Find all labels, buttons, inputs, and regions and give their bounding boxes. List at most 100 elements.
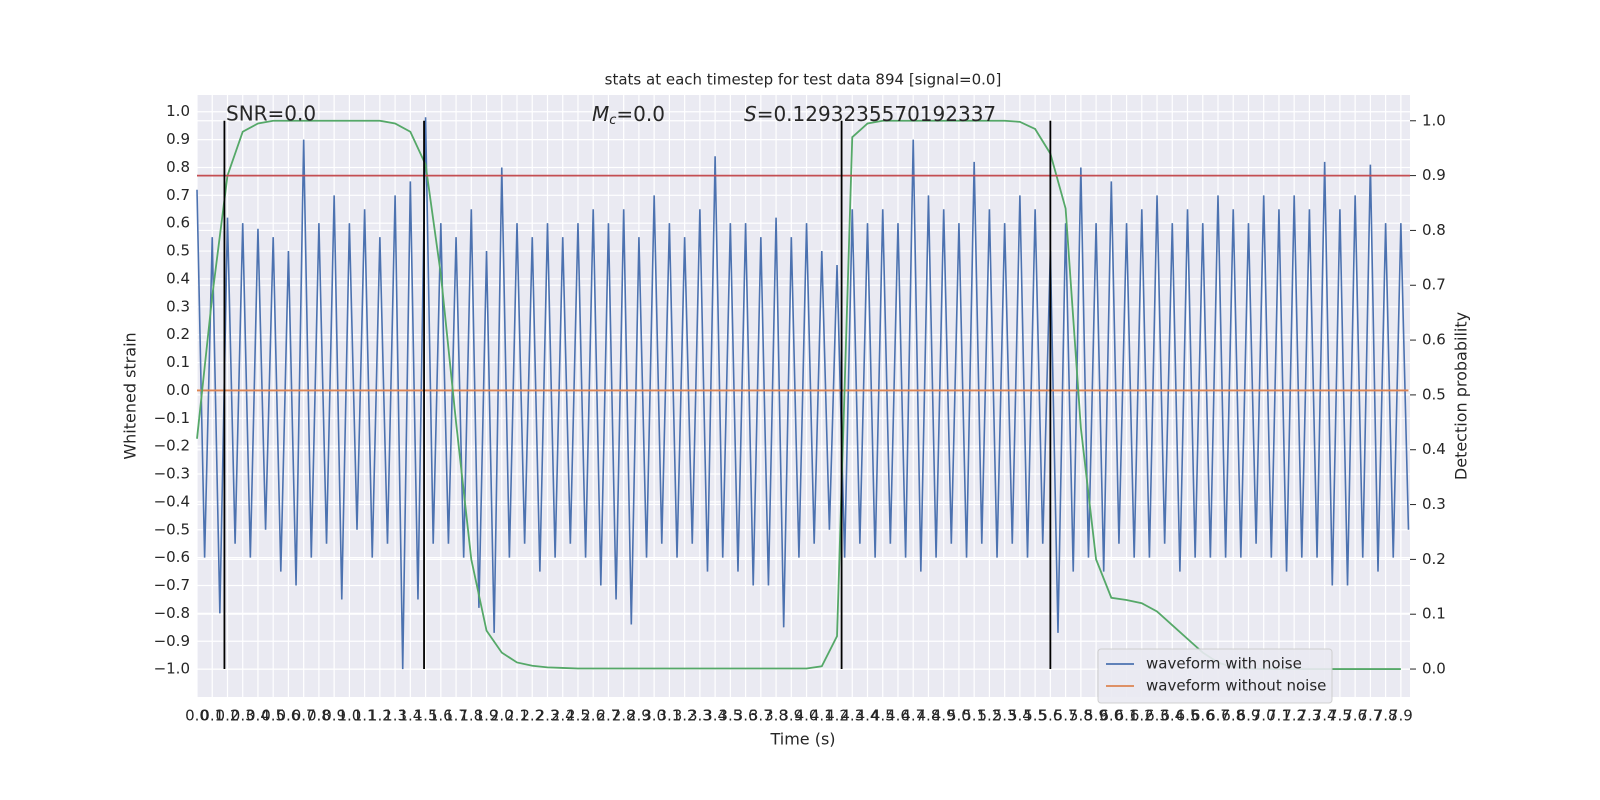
plot-area bbox=[197, 95, 1410, 697]
x-tick-label: 3.3 bbox=[688, 707, 712, 725]
x-tick-label: 4.9 bbox=[932, 707, 956, 725]
y-tick-label: −0.7 bbox=[154, 576, 190, 594]
annotations: SNR=0.0 Mc=0.0 S=0.1293235570192337 bbox=[226, 102, 996, 128]
x-tick-label: 2.3 bbox=[536, 707, 560, 725]
y-tick-label: 0.8 bbox=[166, 158, 190, 176]
y2-axis-label: Detection probability bbox=[1452, 312, 1471, 480]
y-tick-label: −0.6 bbox=[154, 548, 190, 566]
x-tick-label: 3.9 bbox=[779, 707, 803, 725]
y2-tick-label: 0.5 bbox=[1422, 385, 1446, 403]
x-tick-label: 3.2 bbox=[673, 707, 697, 725]
x-tick-label: 6.4 bbox=[1160, 707, 1184, 725]
x-tick-label: 1.3 bbox=[383, 707, 407, 725]
x-tick-label: 1.1 bbox=[353, 707, 377, 725]
x-tick-label: 0.3 bbox=[231, 707, 255, 725]
y-tick-label: −0.8 bbox=[154, 604, 190, 622]
x-tick-label: 0.7 bbox=[292, 707, 316, 725]
x-tick-label: 0.0 bbox=[185, 707, 209, 725]
y-tick-label: 1.0 bbox=[166, 102, 190, 120]
x-tick-label: 4.7 bbox=[901, 707, 925, 725]
x-tick-label: 4.6 bbox=[886, 707, 910, 725]
legend-label: waveform without noise bbox=[1146, 677, 1326, 695]
x-tick-label: 7.9 bbox=[1389, 707, 1413, 725]
x-tick-label: 6.9 bbox=[1237, 707, 1261, 725]
x-tick-label: 5.9 bbox=[1084, 707, 1108, 725]
x-tick-label: 4.3 bbox=[840, 707, 864, 725]
y2-tick-label: 0.8 bbox=[1422, 221, 1446, 239]
x-tick-label: 4.5 bbox=[871, 707, 895, 725]
x-tick-label: 6.8 bbox=[1221, 707, 1245, 725]
x-tick-label: 3.0 bbox=[642, 707, 666, 725]
annotation: SNR=0.0 bbox=[226, 102, 316, 126]
x-tick-label: 5.4 bbox=[1008, 707, 1032, 725]
x-tick-label: 5.5 bbox=[1023, 707, 1047, 725]
x-tick-label: 7.0 bbox=[1252, 707, 1276, 725]
x-tick-label: 3.5 bbox=[718, 707, 742, 725]
y2-tick-label: 0.3 bbox=[1422, 495, 1446, 513]
legend: waveform with noise waveform without nois… bbox=[1097, 648, 1333, 704]
x-tick-label: 6.5 bbox=[1176, 707, 1200, 725]
y-tick-label: −0.3 bbox=[154, 465, 190, 483]
x-tick-label: 2.9 bbox=[627, 707, 651, 725]
x-tick-label: 2.2 bbox=[520, 707, 544, 725]
x-tick-label: 0.2 bbox=[216, 707, 240, 725]
y2-tick-label: 0.0 bbox=[1422, 660, 1446, 678]
x-axis-label: Time (s) bbox=[769, 730, 835, 749]
x-tick-label: 0.6 bbox=[277, 707, 301, 725]
y-tick-label: 0.6 bbox=[166, 214, 190, 232]
y2-tick-label: 0.6 bbox=[1422, 331, 1446, 349]
x-tick-label: 0.9 bbox=[322, 707, 346, 725]
x-tick-label: 3.4 bbox=[703, 707, 727, 725]
y-tick-label: 0.0 bbox=[166, 381, 190, 399]
marks bbox=[196, 117, 1410, 670]
x-tick-label: 7.1 bbox=[1267, 707, 1291, 725]
x-tick-label: 7.5 bbox=[1328, 707, 1352, 725]
annotation-text: =0.0 bbox=[616, 102, 665, 126]
annotation-symbol: M bbox=[592, 102, 609, 126]
x-tick-label: 0.5 bbox=[261, 707, 285, 725]
x-tick-label: 2.6 bbox=[581, 707, 605, 725]
x-tick-label: 5.0 bbox=[947, 707, 971, 725]
x-tick-label: 6.7 bbox=[1206, 707, 1230, 725]
y-tick-label: −0.1 bbox=[154, 409, 190, 427]
x-tick-label: 1.9 bbox=[475, 707, 499, 725]
x-tick-label: 2.0 bbox=[490, 707, 514, 725]
y2-tick-label: 0.7 bbox=[1422, 276, 1446, 294]
y-tick-label: 0.1 bbox=[166, 353, 190, 371]
y-tick-label: −0.9 bbox=[154, 632, 190, 650]
y-tick-label: 0.5 bbox=[166, 242, 190, 260]
x-tick-label: 5.8 bbox=[1069, 707, 1093, 725]
x-tick-label: 6.6 bbox=[1191, 707, 1215, 725]
y-tick-label: 0.7 bbox=[166, 186, 190, 204]
y-tick-label: 0.3 bbox=[166, 297, 190, 315]
chart-title: stats at each timestep for test data 894… bbox=[605, 71, 1002, 89]
x-tick-label: 1.8 bbox=[459, 707, 483, 725]
x-tick-label: 2.8 bbox=[612, 707, 636, 725]
x-tick-label: 7.8 bbox=[1374, 707, 1398, 725]
y-axis-label: Whitened strain bbox=[121, 332, 140, 459]
legend-label: waveform with noise bbox=[1146, 655, 1302, 673]
annotation-text: =0.1293235570192337 bbox=[757, 102, 996, 126]
x-tick-label: 0.4 bbox=[246, 707, 270, 725]
x-tick-label: 2.4 bbox=[551, 707, 575, 725]
y2-tick-label: 0.9 bbox=[1422, 166, 1446, 184]
x-tick-label: 1.2 bbox=[368, 707, 392, 725]
x-tick-label: 1.6 bbox=[429, 707, 453, 725]
annotation: S=0.1293235570192337 bbox=[744, 102, 996, 126]
annotation: Mc=0.0 bbox=[592, 102, 665, 128]
legend-box bbox=[1097, 648, 1333, 704]
x-tick-label: 5.7 bbox=[1054, 707, 1078, 725]
x-tick-label: 5.1 bbox=[962, 707, 986, 725]
x-tick-label: 4.8 bbox=[917, 707, 941, 725]
x-tick-label: 4.0 bbox=[795, 707, 819, 725]
x-tick-label: 3.1 bbox=[657, 707, 681, 725]
x-tick-label: 5.6 bbox=[1038, 707, 1062, 725]
y2-tick-label: 1.0 bbox=[1422, 111, 1446, 129]
x-tick-label: 3.6 bbox=[734, 707, 758, 725]
annotation-symbol: S bbox=[744, 102, 757, 126]
x-tick-label: 4.1 bbox=[810, 707, 834, 725]
x-tick-label: 0.8 bbox=[307, 707, 331, 725]
x-tick-label: 1.5 bbox=[414, 707, 438, 725]
x-tick-label: 2.1 bbox=[505, 707, 529, 725]
